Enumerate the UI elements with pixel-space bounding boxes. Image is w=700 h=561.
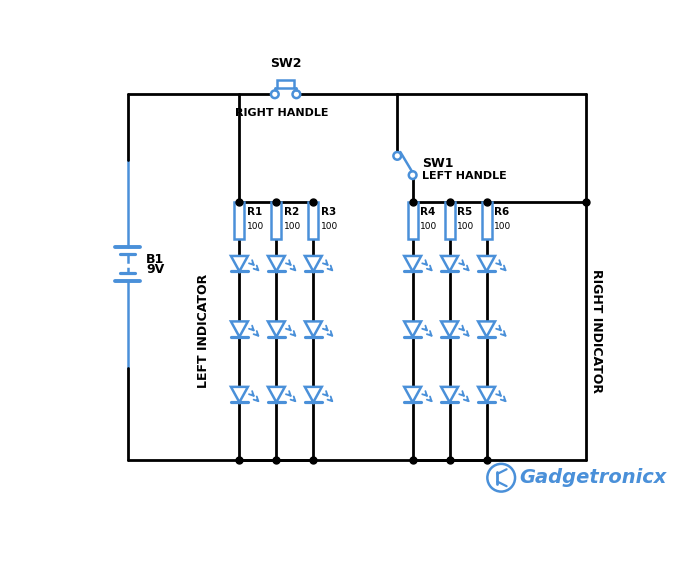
Polygon shape bbox=[404, 321, 421, 337]
Bar bbox=[277, 80, 294, 88]
Circle shape bbox=[409, 171, 416, 179]
Polygon shape bbox=[404, 387, 421, 402]
Bar bbox=[272, 202, 281, 239]
Bar bbox=[234, 202, 244, 239]
Bar bbox=[407, 202, 418, 239]
Polygon shape bbox=[268, 321, 285, 337]
Text: R2: R2 bbox=[284, 208, 299, 218]
Polygon shape bbox=[478, 256, 495, 272]
Polygon shape bbox=[441, 321, 458, 337]
Polygon shape bbox=[268, 387, 285, 402]
Text: LEFT INDICATOR: LEFT INDICATOR bbox=[197, 274, 210, 388]
Text: SW1: SW1 bbox=[422, 157, 454, 170]
Polygon shape bbox=[231, 321, 248, 337]
Polygon shape bbox=[305, 256, 322, 272]
Text: R4: R4 bbox=[420, 208, 435, 218]
Polygon shape bbox=[231, 256, 248, 272]
Circle shape bbox=[393, 152, 401, 160]
Circle shape bbox=[487, 464, 515, 491]
Text: 100: 100 bbox=[420, 222, 438, 231]
Text: RIGHT HANDLE: RIGHT HANDLE bbox=[235, 108, 328, 118]
Text: 100: 100 bbox=[457, 222, 474, 231]
Text: R3: R3 bbox=[321, 208, 336, 218]
Text: B1: B1 bbox=[146, 252, 164, 265]
Text: 9V: 9V bbox=[146, 263, 164, 277]
Bar bbox=[482, 202, 491, 239]
Polygon shape bbox=[305, 321, 322, 337]
Text: RIGHT INDICATOR: RIGHT INDICATOR bbox=[590, 269, 603, 393]
Circle shape bbox=[271, 90, 279, 98]
Polygon shape bbox=[478, 321, 495, 337]
Circle shape bbox=[293, 90, 300, 98]
Bar bbox=[308, 202, 318, 239]
Polygon shape bbox=[268, 256, 285, 272]
Text: Gadgetronicx: Gadgetronicx bbox=[519, 468, 667, 488]
Text: R5: R5 bbox=[457, 208, 473, 218]
Text: 100: 100 bbox=[246, 222, 264, 231]
Text: SW2: SW2 bbox=[270, 57, 302, 70]
Polygon shape bbox=[441, 256, 458, 272]
Polygon shape bbox=[478, 387, 495, 402]
Text: R1: R1 bbox=[246, 208, 262, 218]
Text: 100: 100 bbox=[284, 222, 301, 231]
Text: LEFT HANDLE: LEFT HANDLE bbox=[422, 171, 507, 181]
Polygon shape bbox=[441, 387, 458, 402]
Polygon shape bbox=[305, 387, 322, 402]
Text: R6: R6 bbox=[494, 208, 509, 218]
Polygon shape bbox=[231, 387, 248, 402]
Text: 100: 100 bbox=[321, 222, 338, 231]
Bar bbox=[444, 202, 454, 239]
Polygon shape bbox=[404, 256, 421, 272]
Text: 100: 100 bbox=[494, 222, 511, 231]
